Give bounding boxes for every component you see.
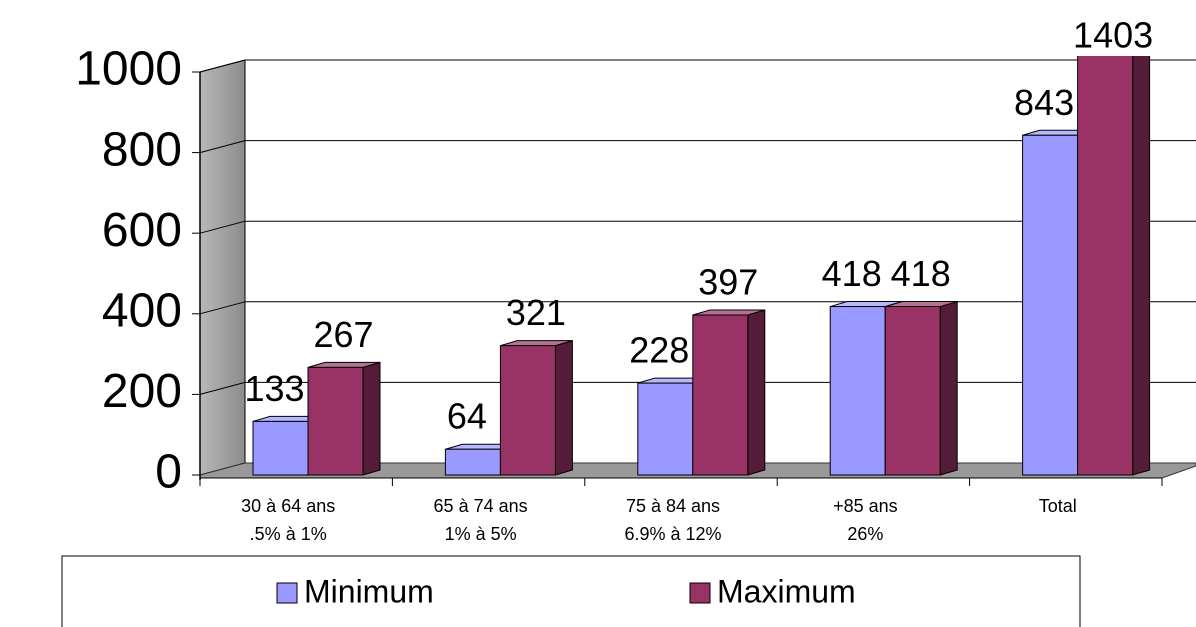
- x-tick-label-line: .5% à 1%: [250, 524, 327, 544]
- x-tick-label-line: 65 à 74 ans: [434, 496, 528, 516]
- x-tick-label-line: 1% à 5%: [445, 524, 517, 544]
- legend-label: Maximum: [717, 573, 856, 609]
- side-wall: [199, 59, 246, 476]
- grid-line: [199, 59, 246, 73]
- bar: [884, 300, 958, 476]
- grid-line: [199, 140, 246, 154]
- bar-front: [1077, 56, 1134, 476]
- x-tick-label-line: 6.9% à 12%: [624, 524, 721, 544]
- x-tick-label-line: 30 à 64 ans: [241, 496, 335, 516]
- data-label: 267: [313, 314, 373, 355]
- bar-front: [829, 306, 886, 476]
- data-label: 397: [698, 262, 758, 303]
- legend-swatch: [689, 582, 711, 604]
- bar-side: [554, 339, 573, 476]
- grid-line: [199, 301, 246, 315]
- x-tick-label: Total: [1039, 496, 1077, 516]
- y-tick-label: 0: [155, 446, 182, 499]
- data-label: 64: [447, 396, 487, 437]
- legend-swatch: [276, 582, 298, 604]
- x-tick-label-line: +85 ans: [833, 496, 898, 516]
- bar-side: [1132, 56, 1151, 476]
- bar-front: [884, 306, 941, 476]
- bar-front: [252, 420, 309, 476]
- x-tick-label: +85 ans 26%: [833, 496, 898, 544]
- bar: [692, 309, 766, 476]
- bar-front: [444, 448, 501, 476]
- y-tick-label: 1000: [75, 43, 182, 96]
- data-label: 843: [1014, 82, 1074, 123]
- bar: [1077, 56, 1151, 476]
- bar-front: [307, 366, 364, 476]
- bar: [307, 361, 381, 476]
- data-label: 418: [891, 253, 951, 294]
- y-tick-label: 200: [102, 365, 182, 418]
- bar-side: [362, 361, 381, 476]
- x-tick-label: 75 à 84 ans 6.9% à 12%: [624, 496, 721, 544]
- bar-side: [747, 309, 766, 476]
- x-tick-label-line: 26%: [847, 524, 883, 544]
- data-label: 228: [629, 330, 689, 371]
- data-label: 321: [506, 292, 566, 333]
- bar-front: [692, 314, 749, 476]
- bar-front: [1022, 134, 1079, 476]
- grid-line: [199, 220, 246, 234]
- y-tick-label: 800: [102, 123, 182, 176]
- y-tick-label: 600: [102, 204, 182, 257]
- data-label: 418: [822, 253, 882, 294]
- x-tick-label-line: 75 à 84 ans: [626, 496, 720, 516]
- x-tick-label: 65 à 74 ans 1% à 5%: [434, 496, 528, 544]
- data-label: 1403: [1073, 15, 1153, 56]
- bar-front: [637, 382, 694, 476]
- y-tick-label: 400: [102, 284, 182, 337]
- legend-label: Minimum: [304, 573, 434, 609]
- grid-line: [199, 381, 246, 395]
- bar-side: [939, 300, 958, 476]
- x-tick-label-line: Total: [1039, 496, 1077, 516]
- legend-box: [61, 555, 1081, 627]
- bar-front: [499, 345, 556, 476]
- x-tick-label: 30 à 64 ans .5% à 1%: [241, 496, 335, 544]
- bar: [499, 339, 573, 476]
- data-label: 133: [244, 368, 304, 409]
